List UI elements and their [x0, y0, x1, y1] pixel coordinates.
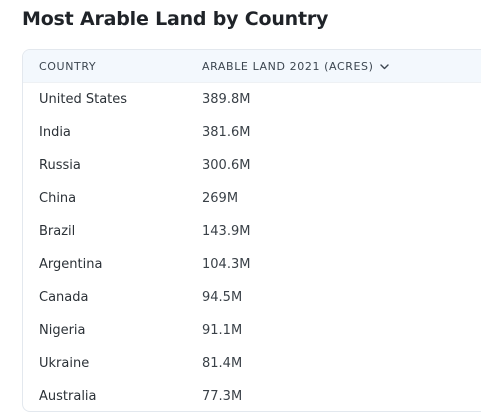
chevron-down-icon[interactable]	[379, 50, 389, 83]
arable-land-cell: 77.3M	[202, 389, 243, 404]
table-row: Ukraine 81.4M	[23, 347, 481, 380]
table-row: China 269M	[23, 182, 481, 215]
arable-land-cell: 269M	[202, 191, 239, 206]
arable-land-cell: 389.8M	[202, 92, 251, 107]
country-cell: Brazil	[39, 224, 76, 239]
country-cell: Australia	[39, 389, 97, 404]
country-cell: Argentina	[39, 257, 103, 272]
country-cell: India	[39, 125, 71, 140]
country-cell: United States	[39, 92, 128, 107]
country-cell: China	[39, 191, 77, 206]
arable-land-cell: 300.6M	[202, 158, 251, 173]
country-cell: Nigeria	[39, 323, 86, 338]
country-cell: Ukraine	[39, 356, 90, 371]
page-title: Most Arable Land by Country	[22, 8, 329, 30]
table-row: Canada 94.5M	[23, 281, 481, 314]
table-row: Russia 300.6M	[23, 149, 481, 182]
table-row: India 381.6M	[23, 116, 481, 149]
table-body: United States 389.8M India 381.6M Russia…	[23, 83, 481, 411]
country-cell: Canada	[39, 290, 89, 305]
arable-land-cell: 91.1M	[202, 323, 243, 338]
arable-land-cell: 94.5M	[202, 290, 243, 305]
arable-land-cell: 381.6M	[202, 125, 251, 140]
column-header-country[interactable]: COUNTRY	[39, 50, 96, 82]
arable-land-cell: 104.3M	[202, 257, 251, 272]
country-cell: Russia	[39, 158, 81, 173]
table-row: Nigeria 91.1M	[23, 314, 481, 347]
table-row: Argentina 104.3M	[23, 248, 481, 281]
column-header-arable-land-label: ARABLE LAND 2021 (ACRES)	[202, 60, 374, 73]
table-row: United States 389.8M	[23, 83, 481, 116]
arable-land-table: COUNTRY ARABLE LAND 2021 (ACRES) United …	[22, 49, 481, 412]
table-row: Australia 77.3M	[23, 380, 481, 411]
arable-land-cell: 143.9M	[202, 224, 251, 239]
arable-land-cell: 81.4M	[202, 356, 243, 371]
column-header-arable-land[interactable]: ARABLE LAND 2021 (ACRES)	[202, 50, 389, 82]
table-row: Brazil 143.9M	[23, 215, 481, 248]
column-header-country-label: COUNTRY	[39, 60, 97, 73]
table-header: COUNTRY ARABLE LAND 2021 (ACRES)	[23, 50, 481, 83]
